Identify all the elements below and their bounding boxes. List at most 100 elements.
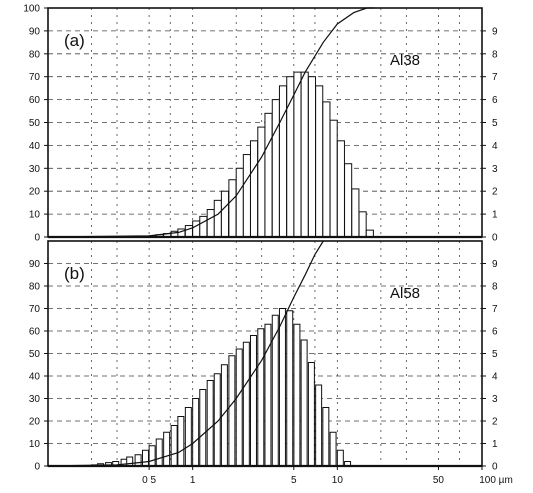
panel-a-bar	[344, 163, 353, 238]
panel-a-bar	[293, 71, 302, 238]
panel-b: 0 10 20 30 40 50 60 70 80 90 0 1 2 3 4 5 6 7 8 9 (b) Al58 0 5 1…	[29, 240, 513, 486]
panel-a-right-tick-label: 3	[492, 164, 498, 175]
panel-b-bar	[300, 339, 308, 467]
panel-b-right-tick-label: 8	[492, 282, 498, 293]
panel-a-bar	[329, 119, 338, 238]
panel-label: (a)	[64, 31, 85, 50]
panel-a-left-tick-label: 50	[29, 118, 41, 129]
panel-a-right-tick-label: 1	[492, 210, 498, 221]
panel-a-bar	[271, 99, 280, 238]
panel-b-bar	[206, 380, 214, 467]
panel-a-bar	[228, 179, 237, 238]
panel-a-bar	[213, 199, 222, 238]
x-tick-label: 50	[433, 475, 445, 486]
panel-a-right-tick-label: 5	[492, 118, 498, 129]
panel-b-bar	[148, 445, 156, 467]
panel-a-right-tick-label: 6	[492, 95, 498, 106]
panel-b-bar	[315, 384, 323, 467]
panel-a-left-tick-label: 10	[29, 210, 41, 221]
panel-a-bar	[351, 188, 360, 238]
panel-a-bar	[358, 211, 367, 238]
panel-b-bar	[336, 449, 344, 467]
panel-a-bar	[184, 225, 193, 238]
panel-a-bar	[307, 76, 317, 238]
panel-b-bar	[293, 323, 301, 467]
x-tick-label: 1	[190, 475, 196, 486]
panel-b-bar	[155, 438, 163, 467]
panel-a-left-tick-label: 100	[23, 4, 40, 15]
panel-b-left-tick-label: 30	[29, 394, 41, 405]
panel-b-right-tick-label: 0	[492, 462, 498, 473]
x-tick-label: 10	[332, 475, 344, 486]
panel-a-left-tick-label: 40	[29, 141, 41, 152]
panel-a-bar	[242, 154, 251, 238]
panel-a-right-tick-label: 4	[492, 141, 498, 152]
panel-b-bar	[329, 431, 337, 467]
panel-b-right-tick-label: 2	[492, 417, 498, 428]
panel-b-bar	[134, 454, 142, 467]
panel-b-bar	[242, 341, 250, 467]
panel-b-left-tick-label: 20	[29, 417, 41, 428]
panel-a-bar	[235, 167, 244, 238]
x-tick-label: 0 5	[142, 475, 156, 486]
panel-b-right-tick-label: 1	[492, 439, 498, 450]
panel-a-left-tick-label: 80	[29, 49, 41, 60]
panel-b-right-tick-label: 6	[492, 327, 498, 338]
panel-b-left-tick-label: 0	[34, 462, 40, 473]
panel-a-right-tick-label: 2	[492, 187, 498, 198]
panel-a-right-tick-label: 8	[492, 49, 498, 60]
panel-a-cumulative-curve	[47, 7, 375, 238]
panel-a-left-tick-label: 20	[29, 187, 41, 198]
panel-b-bar	[307, 362, 315, 467]
panel-b-right-tick-label: 7	[492, 304, 498, 315]
panel-b-left-tick-label: 70	[29, 304, 41, 315]
panel-a-bar	[199, 215, 208, 238]
panel-a-bar	[336, 140, 345, 238]
panel-a-left-tick-label: 30	[29, 164, 41, 175]
panel-b-bar	[184, 407, 192, 467]
panel-b-right-tick-label: 3	[492, 394, 498, 405]
panel-a-bar	[300, 71, 309, 238]
panel-b-left-tick-label: 80	[29, 282, 41, 293]
panel-b-right-tick-label: 5	[492, 349, 498, 360]
panel-b-bar	[322, 407, 330, 467]
panel-a-bar	[264, 112, 273, 238]
panel-b-bar	[249, 335, 257, 467]
panel-b-bar	[141, 449, 149, 467]
panel-a-left-tick-label: 60	[29, 95, 41, 106]
x-tick-label: 5	[291, 475, 297, 486]
panel-a-right-tick-label: 7	[492, 72, 498, 83]
panel-b-left-tick-label: 10	[29, 439, 41, 450]
panel-b-bar	[170, 425, 178, 467]
sample-label: Al38	[390, 52, 420, 69]
panel-a-bar	[257, 126, 266, 238]
panel-b-left-tick-label: 50	[29, 349, 41, 360]
panel-b-bar	[286, 310, 294, 467]
panel-b-bar	[192, 398, 200, 467]
panel-a-left-tick-label: 90	[29, 26, 41, 37]
panel-b-bar	[163, 431, 171, 467]
panel-a-bar	[249, 140, 259, 238]
panel-a: 0 10 20 30 40 50 60 70 80 90 100 0 1 2 3 4 5 6 7 8 9 (a) Al38	[23, 4, 498, 244]
panel-a-bar	[278, 85, 288, 238]
panel-b-bar	[199, 389, 207, 467]
panel-b-left-tick-label: 40	[29, 372, 41, 383]
panel-b-left-tick-label: 90	[29, 259, 41, 270]
panel-a-left-tick-label: 70	[29, 72, 41, 83]
panel-a-right-tick-label: 0	[492, 233, 498, 244]
sample-label: Al58	[390, 285, 420, 302]
x-tick-label: 100 µm	[479, 475, 513, 486]
panel-b-right-tick-label: 9	[492, 259, 498, 270]
panel-label: (b)	[64, 264, 85, 283]
panel-a-bar	[315, 85, 324, 238]
panel-b-bar	[257, 328, 265, 467]
panel-a-left-tick-label: 0	[34, 233, 40, 244]
panel-b-bar	[278, 308, 286, 467]
panel-b-bar	[126, 456, 134, 467]
panel-a-bar	[322, 101, 331, 238]
panel-b-bar	[177, 416, 185, 467]
panel-a-bar	[206, 209, 215, 238]
panel-b-bar	[228, 355, 236, 467]
